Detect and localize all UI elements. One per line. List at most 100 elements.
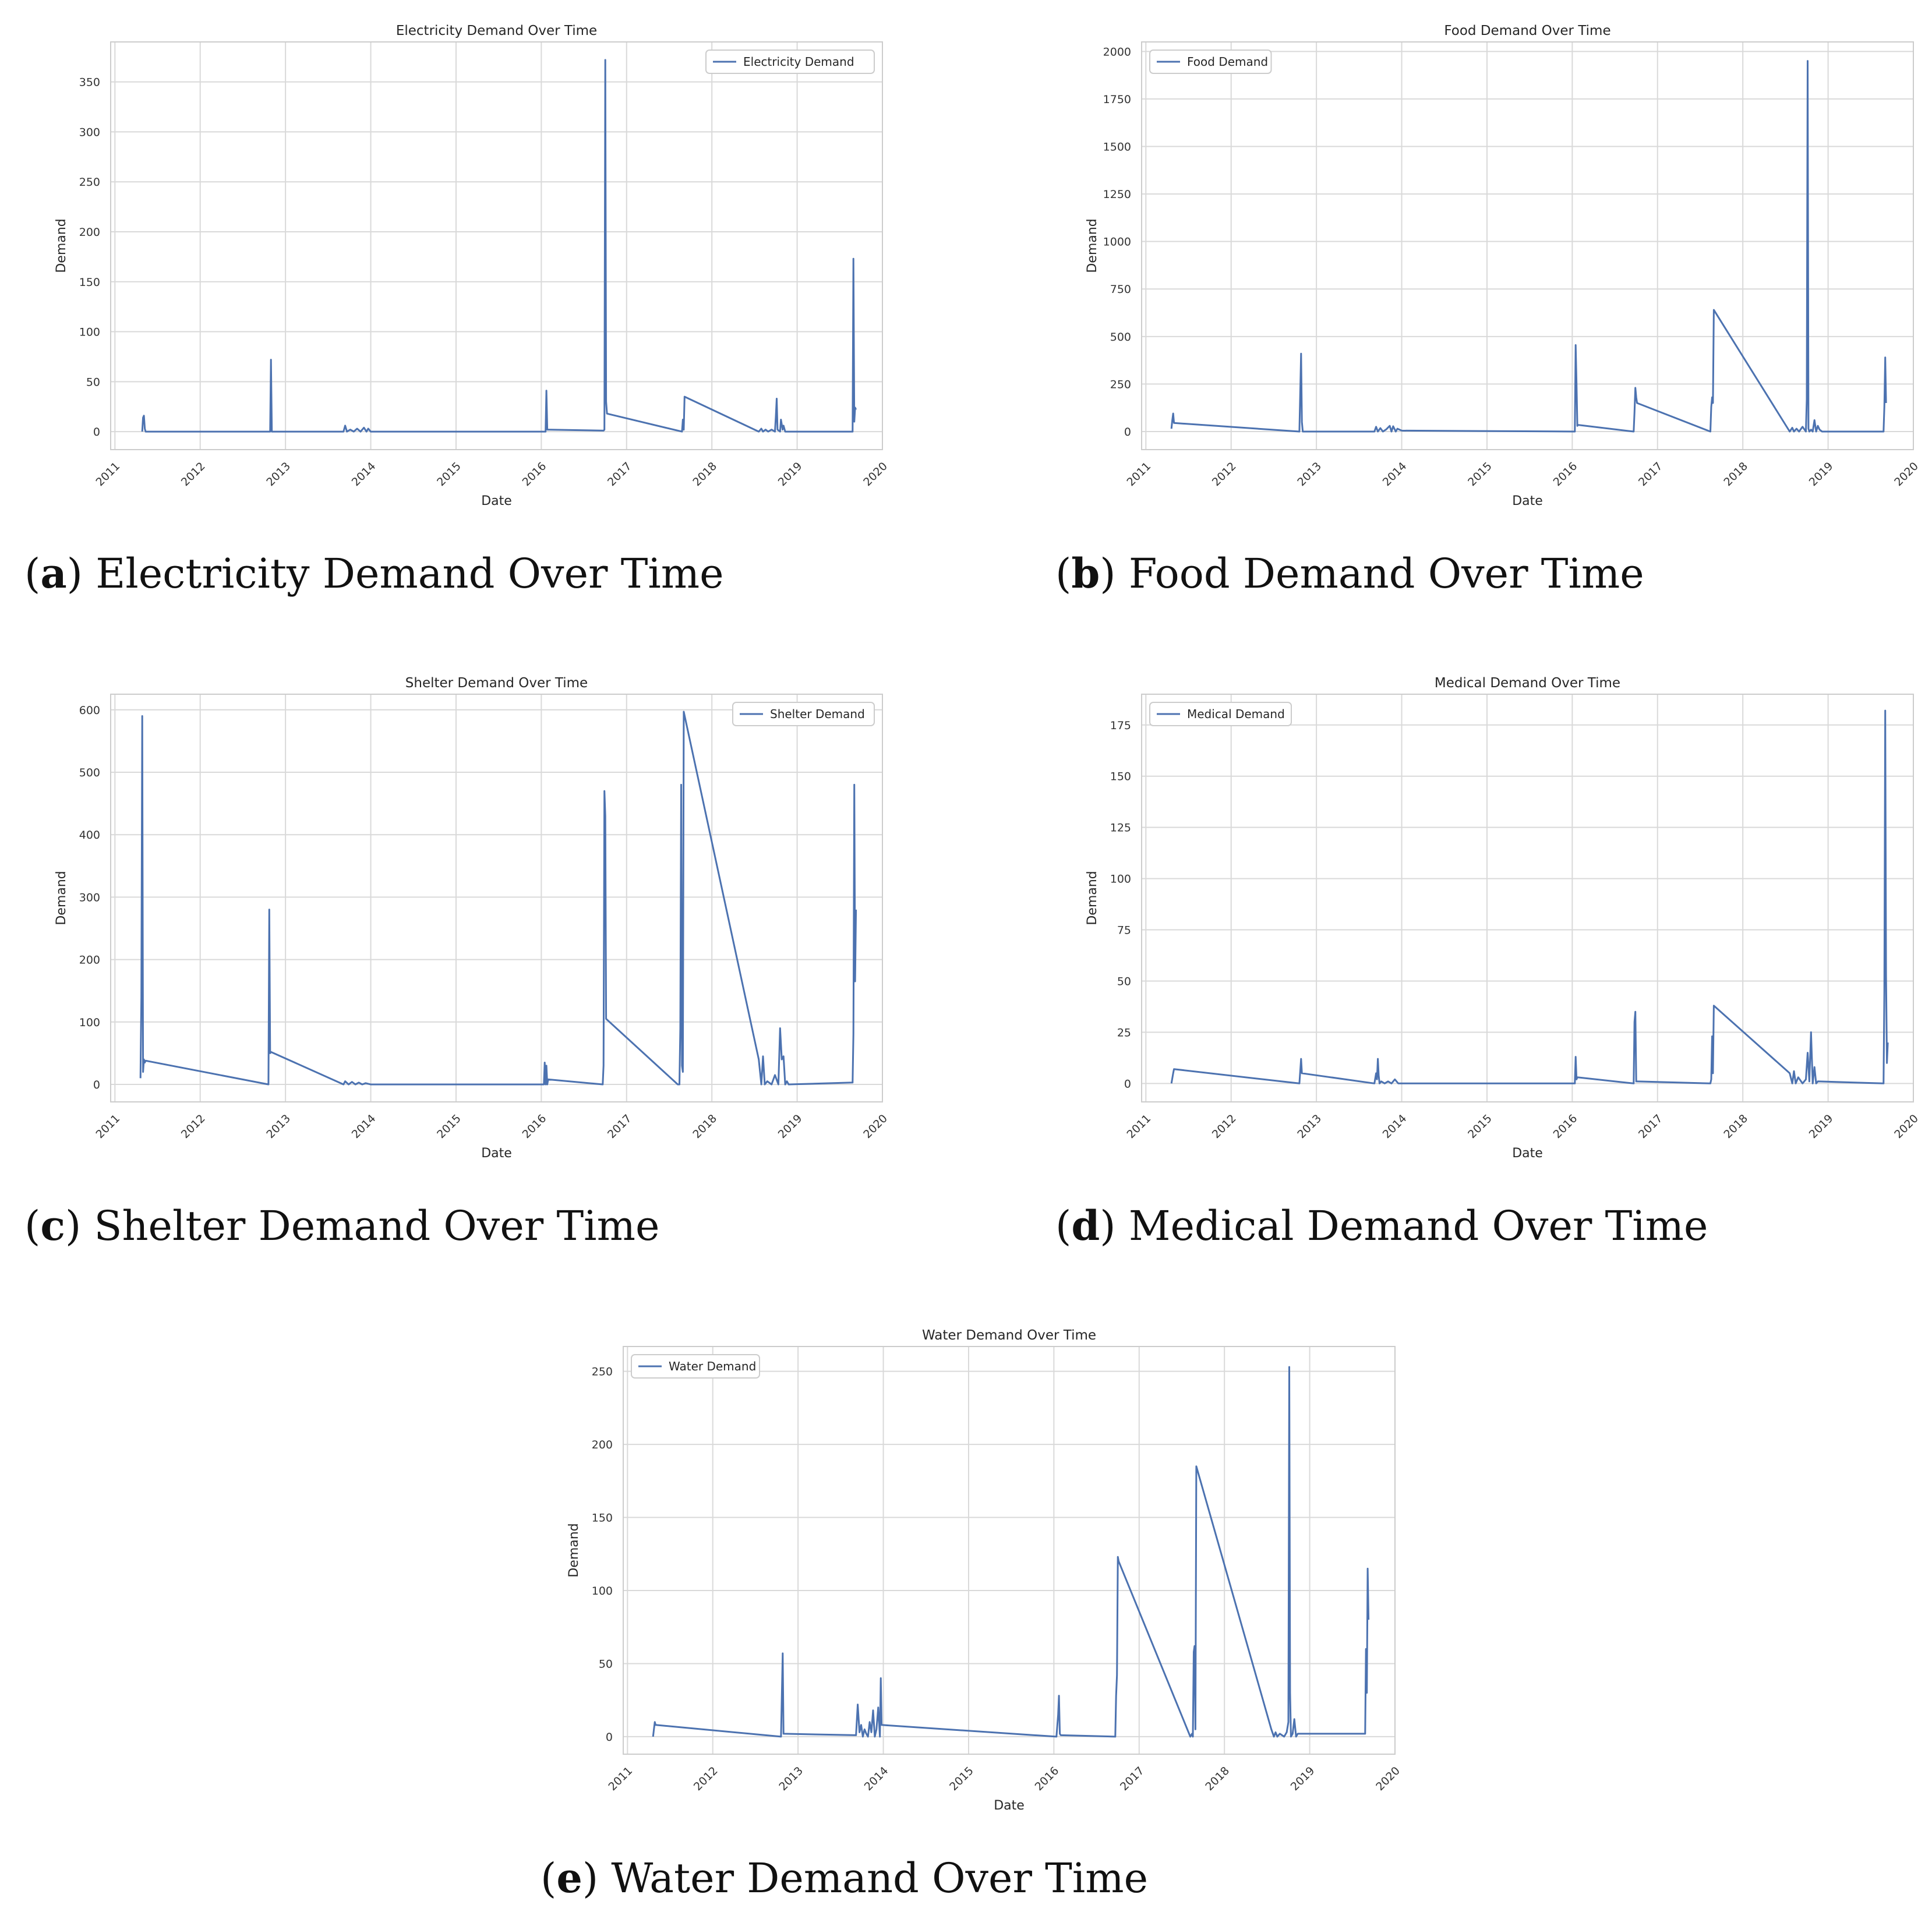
x-tick-label: 2018 bbox=[1721, 1112, 1750, 1141]
y-tick-label: 200 bbox=[79, 954, 100, 967]
caption-water: (e) Water Demand Over Time bbox=[541, 1854, 1149, 1902]
x-tick-label: 2020 bbox=[1892, 460, 1921, 489]
caption-letter: c bbox=[40, 1201, 65, 1250]
caption-letter: b bbox=[1071, 549, 1100, 598]
x-tick-label: 2011 bbox=[1125, 1112, 1154, 1141]
y-tick-label: 500 bbox=[79, 766, 100, 779]
x-tick-label: 2012 bbox=[179, 460, 208, 489]
x-tick-label: 2017 bbox=[1636, 460, 1665, 489]
x-tick-label: 2017 bbox=[1118, 1764, 1147, 1793]
y-tick-label: 100 bbox=[592, 1585, 613, 1598]
chart-panel-water: 0 50 100 150 200 250 2011 2012 2013 2014 2015 2016 2… bbox=[536, 1322, 1410, 1823]
food-demand-chart: 0 250 500 750 1000 1250 1500 1750 2000 2011 2012 20… bbox=[1085, 23, 1921, 508]
y-tick-label: 600 bbox=[79, 704, 100, 717]
series-line-0 bbox=[139, 711, 857, 1086]
y-tick-label: 125 bbox=[1110, 822, 1131, 835]
x-tick-label: 2014 bbox=[1380, 460, 1410, 489]
plot-area bbox=[623, 1347, 1395, 1754]
legend-label: Food Demand bbox=[1187, 55, 1268, 69]
x-tick-label: 2011 bbox=[94, 460, 123, 489]
y-tick-label: 1000 bbox=[1103, 236, 1131, 249]
y-tick-label: 400 bbox=[79, 829, 100, 842]
x-tick-label: 2011 bbox=[1125, 460, 1154, 489]
y-tick-label: 50 bbox=[86, 376, 100, 388]
legend-box bbox=[705, 50, 875, 74]
y-tick-label: 250 bbox=[592, 1366, 613, 1379]
series-line-0 bbox=[652, 1366, 1370, 1738]
x-axis-label: Date bbox=[481, 1146, 512, 1161]
x-tick-label: 2019 bbox=[1288, 1764, 1318, 1793]
x-tick-label: 2013 bbox=[1295, 1112, 1324, 1141]
caption-electricity: (a) Electricity Demand Over Time bbox=[24, 549, 724, 598]
x-tick-label: 2016 bbox=[520, 460, 549, 489]
legend-label: Electricity Demand bbox=[743, 55, 854, 69]
y-tick-label: 100 bbox=[79, 1016, 100, 1029]
y-tick-label: 750 bbox=[1110, 283, 1131, 296]
chart-title: Water Demand Over Time bbox=[922, 1328, 1096, 1343]
y-tick-label: 50 bbox=[1117, 975, 1131, 988]
x-tick-label: 2018 bbox=[1203, 1764, 1232, 1793]
x-tick-label: 2015 bbox=[947, 1764, 976, 1793]
y-tick-label: 0 bbox=[93, 1079, 100, 1091]
plot-area bbox=[1142, 694, 1913, 1102]
x-tick-label: 2019 bbox=[1807, 460, 1836, 489]
y-tick-label: 150 bbox=[592, 1512, 613, 1525]
x-tick-label: 2019 bbox=[776, 1112, 805, 1141]
x-tick-label: 2016 bbox=[1033, 1764, 1062, 1793]
medical-demand-chart: 0 25 50 75 100 125 150 175 2011 2012 2013 2014 2015 2… bbox=[1085, 676, 1921, 1161]
x-tick-label: 2020 bbox=[861, 1112, 890, 1141]
chart-title: Medical Demand Over Time bbox=[1435, 676, 1620, 691]
chart-panel-food: 0 250 500 750 1000 1250 1500 1750 2000 2011 2012 20… bbox=[1054, 17, 1928, 518]
y-tick-label: 75 bbox=[1117, 924, 1131, 937]
y-tick-label: 200 bbox=[79, 226, 100, 239]
legend-box bbox=[732, 702, 875, 726]
water-demand-chart: 0 50 100 150 200 250 2011 2012 2013 2014 2015 2016 2… bbox=[567, 1328, 1403, 1813]
x-tick-label: 2013 bbox=[264, 1112, 293, 1141]
legend-label: Shelter Demand bbox=[770, 707, 865, 721]
axes-frame bbox=[110, 694, 883, 1102]
y-axis-label: Demand bbox=[1085, 871, 1100, 925]
y-tick-label: 175 bbox=[1110, 719, 1131, 732]
y-tick-label: 150 bbox=[1110, 771, 1131, 783]
x-tick-label: 2018 bbox=[690, 1112, 719, 1141]
y-axis-label: Demand bbox=[54, 871, 69, 925]
legend-label: Medical Demand bbox=[1187, 707, 1285, 721]
series-line-0 bbox=[1170, 709, 1889, 1084]
caption-food: (b) Food Demand Over Time bbox=[1055, 549, 1644, 598]
y-tick-label: 100 bbox=[1110, 873, 1131, 886]
plot-area bbox=[111, 42, 882, 450]
axes-frame bbox=[1141, 694, 1914, 1102]
x-tick-label: 2014 bbox=[349, 460, 379, 489]
legend-box bbox=[631, 1354, 760, 1379]
y-tick-label: 350 bbox=[79, 76, 100, 89]
x-tick-label: 2017 bbox=[1636, 1112, 1665, 1141]
x-tick-label: 2015 bbox=[435, 1112, 464, 1141]
x-tick-label: 2020 bbox=[861, 460, 890, 489]
chart-panel-medical: 0 25 50 75 100 125 150 175 2011 2012 2013 2014 2015 2… bbox=[1054, 670, 1928, 1171]
series-line-0 bbox=[141, 59, 857, 433]
x-tick-label: 2014 bbox=[862, 1764, 891, 1793]
y-tick-label: 25 bbox=[1117, 1026, 1131, 1039]
y-tick-label: 100 bbox=[79, 326, 100, 339]
x-tick-label: 2019 bbox=[1807, 1112, 1836, 1141]
y-tick-label: 150 bbox=[79, 276, 100, 289]
plot-area bbox=[1142, 42, 1913, 450]
axes-frame bbox=[110, 41, 883, 450]
x-tick-label: 2014 bbox=[349, 1112, 379, 1141]
y-tick-label: 1250 bbox=[1103, 188, 1131, 201]
x-tick-label: 2012 bbox=[1210, 460, 1239, 489]
legend-label: Water Demand bbox=[669, 1359, 756, 1373]
x-tick-label: 2016 bbox=[1551, 460, 1580, 489]
x-tick-label: 2013 bbox=[1295, 460, 1324, 489]
y-tick-label: 0 bbox=[1124, 426, 1131, 439]
x-tick-label: 2012 bbox=[179, 1112, 208, 1141]
y-tick-label: 2000 bbox=[1103, 45, 1131, 58]
x-tick-label: 2012 bbox=[691, 1764, 720, 1793]
axes-frame bbox=[1141, 41, 1914, 450]
chart-title: Shelter Demand Over Time bbox=[405, 676, 588, 691]
y-tick-label: 0 bbox=[606, 1731, 613, 1744]
shelter-demand-chart: 0 100 200 300 400 500 600 2011 2012 2013 2014 2015 2… bbox=[54, 676, 890, 1161]
x-tick-label: 2013 bbox=[776, 1764, 806, 1793]
x-tick-label: 2017 bbox=[605, 460, 634, 489]
x-axis-label: Date bbox=[1512, 1146, 1543, 1161]
